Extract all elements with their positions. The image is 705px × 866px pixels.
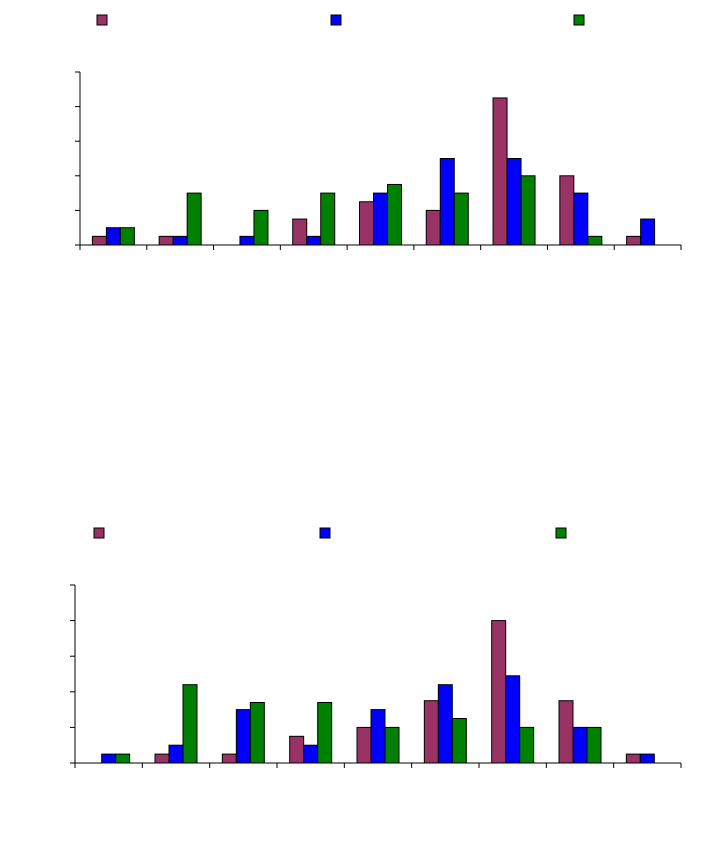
bar-c2-s1-5 xyxy=(356,726,372,764)
bar-c2-s3-4 xyxy=(317,701,333,764)
bar-c2-s2-2 xyxy=(168,744,184,764)
bar-c1-s2-8 xyxy=(573,192,589,246)
bar-c1-s3-5 xyxy=(387,183,402,246)
bar-c1-s1-6 xyxy=(425,209,441,246)
bar-c2-s3-8 xyxy=(586,726,602,764)
bar-c1-s2-5 xyxy=(373,192,388,246)
bar-c2-s2-4 xyxy=(303,744,319,764)
bar-c1-s2-4 xyxy=(306,235,322,246)
bar-c2-s2-6 xyxy=(437,684,453,764)
bar-c2-s3-2 xyxy=(182,684,198,764)
bar-c2-s1-8 xyxy=(558,700,574,764)
bar-c2-s1-3 xyxy=(221,753,237,764)
bar-c1-s2-6 xyxy=(439,158,455,246)
bar-c1-s1-5 xyxy=(359,201,374,246)
bar-c1-s2-2 xyxy=(172,235,188,246)
bar-c1-s1-9 xyxy=(626,235,642,246)
bar-c2-s2-3 xyxy=(235,709,251,764)
bar-c1-s3-2 xyxy=(186,192,202,246)
bar-c2-s2-7 xyxy=(505,675,521,764)
bar-c1-s3-6 xyxy=(453,192,469,246)
bar-c1-s1-2 xyxy=(158,235,174,246)
bar-c1-s1-1 xyxy=(91,235,107,246)
bar-c2-s1-6 xyxy=(423,700,439,764)
bar-c2-s3-6 xyxy=(451,718,467,764)
legend-marker-1-1 xyxy=(96,14,108,26)
bar-c2-s1-7 xyxy=(491,620,507,764)
bar-c1-s2-3 xyxy=(239,235,255,246)
bar-c2-s3-3 xyxy=(249,701,265,764)
bar-c1-s3-1 xyxy=(119,227,135,246)
bar-c1-s3-7 xyxy=(520,175,536,246)
bar-c2-s1-9 xyxy=(625,753,641,764)
bar-c1-s2-9 xyxy=(640,218,656,246)
bar-c1-s3-3 xyxy=(253,209,269,246)
bar-c2-s2-1 xyxy=(101,753,117,764)
bar-c2-s2-8 xyxy=(572,726,588,764)
bar-c2-s1-4 xyxy=(289,735,305,764)
legend-marker-2-3 xyxy=(555,527,567,539)
bar-c2-s2-5 xyxy=(370,709,386,764)
bar-c1-s1-7 xyxy=(492,97,508,246)
bar-c1-s2-1 xyxy=(105,227,121,246)
bar-c1-s3-4 xyxy=(320,192,336,246)
legend-marker-2-2 xyxy=(319,527,331,539)
bar-c2-s3-1 xyxy=(115,753,131,764)
bar-c1-s2-7 xyxy=(506,158,522,246)
legend-marker-1-3 xyxy=(573,14,585,26)
bar-c2-s1-2 xyxy=(154,753,170,764)
legend-marker-2-1 xyxy=(93,527,105,539)
bar-c1-s1-4 xyxy=(292,218,308,246)
bar-c2-s3-7 xyxy=(519,726,535,764)
bar-c1-s1-8 xyxy=(559,175,575,246)
legend-marker-1-2 xyxy=(330,14,342,26)
bar-c2-s3-5 xyxy=(384,726,400,764)
bar-c1-s3-8 xyxy=(587,235,603,246)
bar-c2-s2-9 xyxy=(639,753,655,764)
